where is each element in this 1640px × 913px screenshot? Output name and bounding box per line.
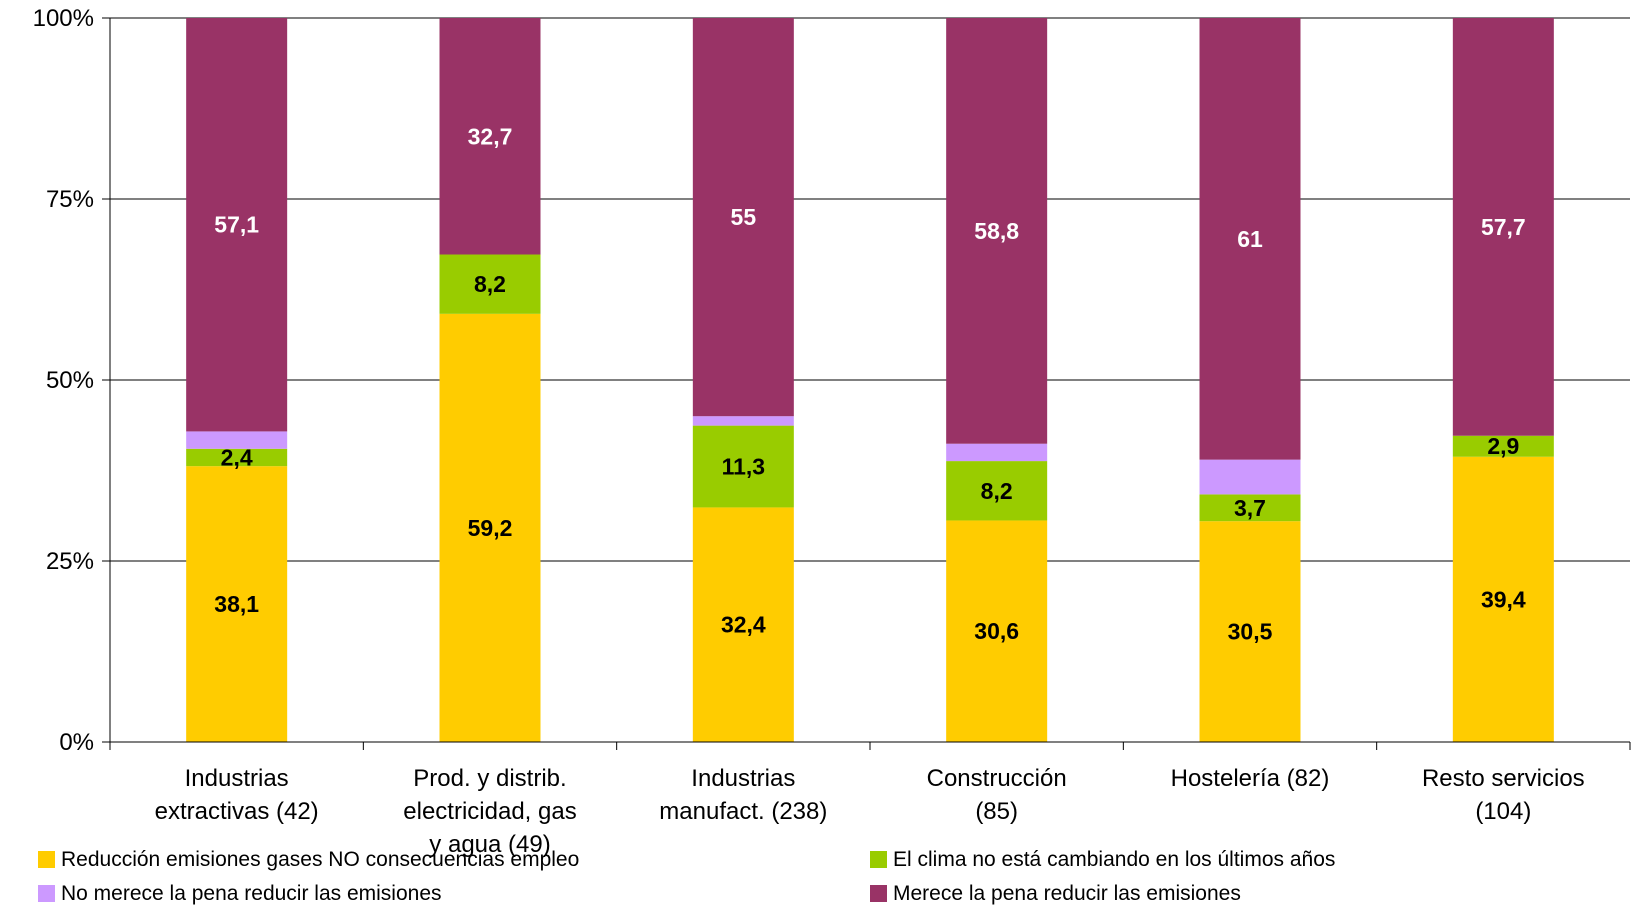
bar-segment	[186, 431, 288, 449]
x-category-label: Resto servicios	[1422, 765, 1585, 792]
data-label: 61	[1237, 226, 1263, 252]
data-label: 57,7	[1481, 214, 1526, 240]
bars: 38,1 2,4 57,1 59,2 8,2 32,7 32,4 11,3 55 30,6 8,2 5…	[186, 18, 1554, 742]
x-category-label: Prod. y distrib.	[413, 765, 566, 792]
y-tick-label: 50%	[46, 367, 94, 394]
y-tick-label: 75%	[46, 186, 94, 213]
data-label: 38,1	[214, 591, 259, 617]
y-tick-labels: 0% 25% 50% 75% 100%	[33, 5, 94, 756]
data-label: 39,4	[1481, 586, 1526, 612]
axes	[109, 18, 1631, 750]
data-label: 55	[731, 204, 757, 230]
legend-label: El clima no está cambiando en los último…	[893, 848, 1335, 871]
bar-segment	[946, 443, 1048, 462]
x-category-label: Construcción	[927, 765, 1067, 792]
data-label: 32,4	[721, 612, 766, 638]
legend-label: No merece la pena reducir las emisiones	[61, 882, 442, 905]
bar-segment	[692, 507, 794, 742]
bar-segment	[186, 18, 288, 432]
bar-segment	[946, 520, 1048, 742]
bar-segment	[946, 18, 1048, 444]
data-label: 2,9	[1487, 433, 1519, 459]
data-label: 2,4	[221, 444, 253, 470]
legend-label: Merece la pena reducir las emisiones	[893, 882, 1241, 905]
y-tick-label: 100%	[33, 5, 94, 32]
bar-segment	[692, 425, 794, 508]
gridlines	[102, 17, 1630, 743]
legend-swatch	[870, 851, 887, 868]
legend: Reducción emisiones gases NO consecuenci…	[38, 848, 1335, 905]
x-category-label: (104)	[1475, 798, 1531, 825]
y-tick-label: 0%	[59, 729, 94, 756]
data-label: 59,2	[468, 515, 513, 541]
x-category-label: y agua (49)	[429, 831, 550, 858]
legend-swatch	[38, 885, 55, 902]
x-category-labels: Industrias extractivas (42) Prod. y distri…	[155, 765, 1585, 858]
data-label: 30,5	[1228, 619, 1273, 645]
data-label: 8,2	[981, 478, 1013, 504]
x-category-label: electricidad, gas	[403, 798, 576, 825]
y-tick-label: 25%	[46, 548, 94, 575]
bar-segment	[439, 18, 541, 255]
legend-label: Reducción emisiones gases NO consecuenci…	[61, 848, 579, 871]
bar-segment	[186, 466, 288, 742]
data-label: 30,6	[974, 618, 1019, 644]
x-category-label: Industrias	[691, 765, 795, 792]
data-label: 58,8	[974, 218, 1019, 244]
bar-segment	[1452, 456, 1554, 742]
legend-swatch	[38, 851, 55, 868]
bar-segment	[1199, 459, 1301, 495]
bar-segment	[1199, 494, 1301, 522]
x-category-label: (85)	[975, 798, 1018, 825]
bar-segment	[1452, 435, 1554, 457]
legend-swatch	[870, 885, 887, 902]
bar-segment	[946, 461, 1048, 521]
bar-segment	[439, 254, 541, 314]
data-label: 11,3	[722, 454, 766, 480]
data-label: 3,7	[1234, 495, 1266, 521]
data-label: 32,7	[468, 123, 513, 149]
x-category-label: extractivas (42)	[155, 798, 319, 825]
data-label: 57,1	[214, 212, 259, 238]
bar-segment	[186, 448, 288, 467]
bar-segment	[1199, 18, 1301, 460]
x-category-label: manufact. (238)	[659, 798, 827, 825]
data-label: 8,2	[474, 271, 506, 297]
bar-segment	[692, 416, 794, 426]
x-category-label: Industrias	[185, 765, 289, 792]
bar-segment	[1452, 18, 1554, 436]
bar-segment	[439, 313, 541, 742]
bar-segment	[1199, 521, 1301, 742]
bar-segment	[692, 18, 794, 417]
x-category-label: Hostelería (82)	[1171, 765, 1330, 792]
